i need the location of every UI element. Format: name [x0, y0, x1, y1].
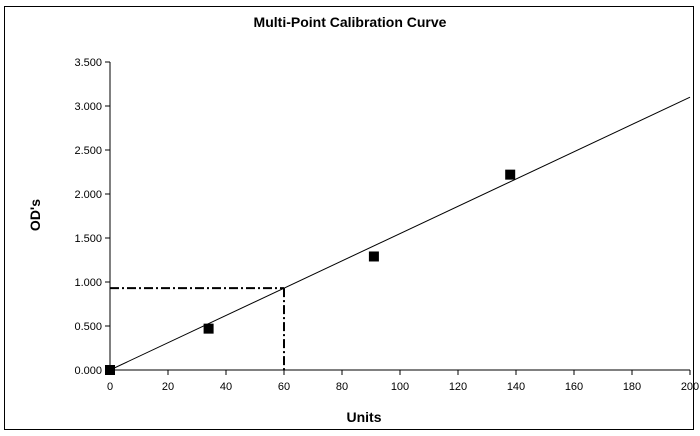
data-point — [105, 365, 115, 375]
axes — [109, 62, 690, 371]
y-tick-label: 0.000 — [74, 365, 102, 377]
y-tick-label: 1.000 — [74, 277, 102, 289]
y-tick-label: 0.500 — [74, 321, 102, 333]
readout-lines — [110, 287, 285, 370]
x-tick-label: 160 — [565, 381, 583, 393]
y-tick-label: 1.500 — [74, 233, 102, 245]
data-point — [368, 251, 379, 262]
x-tick-label: 180 — [623, 381, 641, 393]
x-tick-label: 0 — [107, 381, 113, 393]
x-tick-label: 60 — [278, 381, 290, 393]
y-axis-label: OD's — [27, 199, 43, 231]
x-tick-label: 20 — [162, 381, 174, 393]
x-tick-label: 200 — [681, 381, 699, 393]
x-tick-label: 140 — [507, 381, 525, 393]
y-tick-label: 3.500 — [74, 57, 102, 69]
chart-title: Multi-Point Calibration Curve — [253, 14, 447, 30]
x-axis-label: Units — [347, 409, 382, 425]
data-point — [203, 323, 214, 334]
x-tick-label: 80 — [336, 381, 348, 393]
x-tick-label: 100 — [391, 381, 409, 393]
fit-line-group — [109, 96, 691, 371]
ticks: 0.000 0.500 1.000 1.500 2.000 2.500 3.000 3.500… — [74, 57, 699, 393]
data-point — [505, 169, 516, 180]
data-points — [105, 169, 516, 375]
y-tick-label: 3.000 — [74, 101, 102, 113]
chart-frame — [4, 6, 694, 430]
x-tick-label: 120 — [449, 381, 467, 393]
x-tick-label: 40 — [220, 381, 232, 393]
y-tick-label: 2.000 — [74, 189, 102, 201]
fit-line — [109, 96, 691, 371]
y-tick-label: 2.500 — [74, 145, 102, 157]
